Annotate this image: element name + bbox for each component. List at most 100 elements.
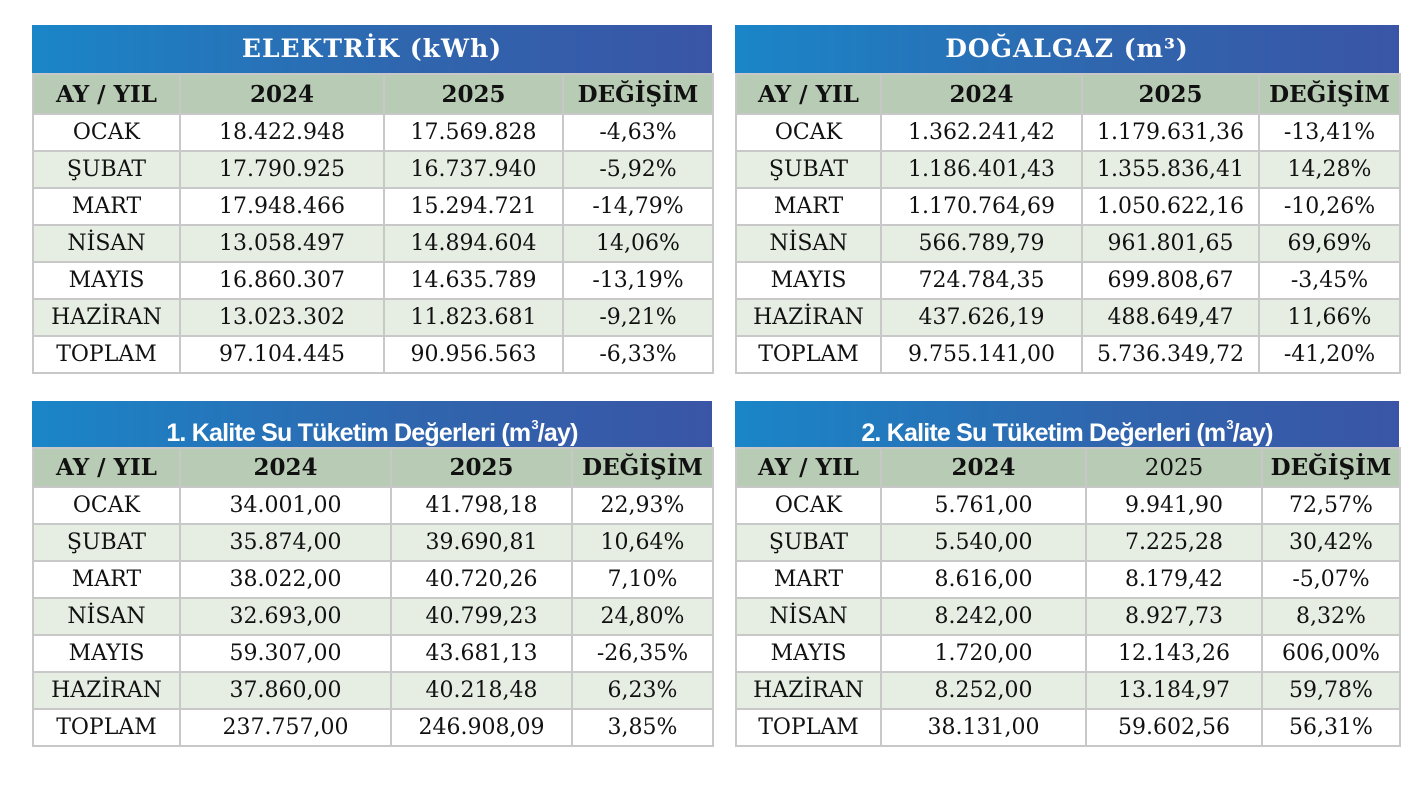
cell-2025: 1.179.631,36 xyxy=(1081,113,1260,152)
table-header-row: AY / YIL 2024 2025 DEĞİŞİM xyxy=(735,73,1401,115)
table-body: OCAK 18.422.948 17.569.828 -4,63% ŞUBAT 17.79… xyxy=(32,113,714,374)
cell-2024: 13.058.497 xyxy=(179,224,385,263)
cell-2024: 5.540,00 xyxy=(880,523,1087,562)
cell-2025: 1.355.836,41 xyxy=(1081,150,1260,189)
cell-month: MART xyxy=(32,187,181,226)
cell-2025: 43.681,13 xyxy=(390,634,573,673)
cell-change: -14,79% xyxy=(562,187,714,226)
table-row: TOPLAM 38.131,00 59.602,56 56,31% xyxy=(735,708,1401,747)
header-month-year: AY / YIL xyxy=(32,73,181,115)
table-row: NİSAN 13.058.497 14.894.604 14,06% xyxy=(32,224,714,263)
cell-2024: 16.860.307 xyxy=(179,261,385,300)
cell-month: ŞUBAT xyxy=(735,150,882,189)
cell-2025: 59.602,56 xyxy=(1085,708,1263,747)
table-row: MART 38.022,00 40.720,26 7,10% xyxy=(32,560,714,599)
cell-2024: 59.307,00 xyxy=(179,634,392,673)
table-body: OCAK 34.001,00 41.798,18 22,93% ŞUBAT 35.874,… xyxy=(32,486,714,747)
table-row: MAYIS 1.720,00 12.143,26 606,00% xyxy=(735,634,1401,673)
table-row: MART 17.948.466 15.294.721 -14,79% xyxy=(32,187,714,226)
natural-gas-table-title: DOĞALGAZ (m³) xyxy=(735,25,1399,73)
header-change: DEĞİŞİM xyxy=(562,73,714,115)
cell-2024: 34.001,00 xyxy=(179,486,392,525)
cell-change: 7,10% xyxy=(571,560,714,599)
table-body: OCAK 1.362.241,42 1.179.631,36 -13,41% ŞUBAT… xyxy=(735,113,1401,374)
cell-2025: 13.184,97 xyxy=(1085,671,1263,710)
cell-change: 11,66% xyxy=(1258,298,1401,337)
header-2025: 2025 xyxy=(390,447,573,488)
header-2024: 2024 xyxy=(880,447,1087,488)
table-row: TOPLAM 97.104.445 90.956.563 -6,33% xyxy=(32,335,714,374)
cell-2024: 17.948.466 xyxy=(179,187,385,226)
cell-month: HAZİRAN xyxy=(735,298,882,337)
cell-2024: 8.252,00 xyxy=(880,671,1087,710)
cell-change: 69,69% xyxy=(1258,224,1401,263)
cell-change: -13,41% xyxy=(1258,113,1401,152)
cell-month: HAZİRAN xyxy=(32,298,181,337)
cell-2024: 37.860,00 xyxy=(179,671,392,710)
cell-2025: 40.720,26 xyxy=(390,560,573,599)
cell-2025: 40.799,23 xyxy=(390,597,573,636)
cell-change: 606,00% xyxy=(1261,634,1401,673)
cell-month: NİSAN xyxy=(735,224,882,263)
water-quality-1-table-panel: 1. Kalite Su Tüketim Değerleri (m3/ay) A… xyxy=(32,401,714,747)
table-row: HAZİRAN 8.252,00 13.184,97 59,78% xyxy=(735,671,1401,710)
cell-2024: 8.242,00 xyxy=(880,597,1087,636)
cell-2025: 14.635.789 xyxy=(383,261,564,300)
cell-2024: 1.170.764,69 xyxy=(880,187,1083,226)
cell-change: -41,20% xyxy=(1258,335,1401,374)
cell-month: TOPLAM xyxy=(32,708,181,747)
cell-2024: 9.755.141,00 xyxy=(880,335,1083,374)
cell-2025: 9.941,90 xyxy=(1085,486,1263,525)
water-quality-1-table: AY / YIL 2024 2025 DEĞİŞİM OCAK 34.001,00… xyxy=(32,447,714,747)
cell-month: MAYIS xyxy=(32,261,181,300)
cell-month: MAYIS xyxy=(32,634,181,673)
cell-2025: 8.179,42 xyxy=(1085,560,1263,599)
header-2025: 2025 xyxy=(383,73,564,115)
header-change: DEĞİŞİM xyxy=(571,447,714,488)
header-2024: 2024 xyxy=(880,73,1083,115)
table-row: TOPLAM 237.757,00 246.908,09 3,85% xyxy=(32,708,714,747)
table-row: MAYIS 59.307,00 43.681,13 -26,35% xyxy=(32,634,714,673)
cell-2024: 17.790.925 xyxy=(179,150,385,189)
cell-change: 56,31% xyxy=(1261,708,1401,747)
cell-month: MART xyxy=(735,560,882,599)
cell-2025: 1.050.622,16 xyxy=(1081,187,1260,226)
water-quality-1-table-title: 1. Kalite Su Tüketim Değerleri (m3/ay) xyxy=(32,401,712,447)
header-2024: 2024 xyxy=(179,73,385,115)
cell-change: -13,19% xyxy=(562,261,714,300)
table-row: MAYIS 724.784,35 699.808,67 -3,45% xyxy=(735,261,1401,300)
table-row: ŞUBAT 1.186.401,43 1.355.836,41 14,28% xyxy=(735,150,1401,189)
cell-month: HAZİRAN xyxy=(735,671,882,710)
table-row: ŞUBAT 35.874,00 39.690,81 10,64% xyxy=(32,523,714,562)
cell-change: 14,06% xyxy=(562,224,714,263)
cell-2024: 8.616,00 xyxy=(880,560,1087,599)
cell-2024: 38.131,00 xyxy=(880,708,1087,747)
cell-change: 30,42% xyxy=(1261,523,1401,562)
water-quality-2-table: AY / YIL 2024 2025 DEĞİŞİM OCAK 5.761,00 9… xyxy=(735,447,1401,747)
water-quality-2-table-panel: 2. Kalite Su Tüketim Değerleri (m3/ay) A… xyxy=(735,401,1401,747)
cell-change: 22,93% xyxy=(571,486,714,525)
cell-change: 10,64% xyxy=(571,523,714,562)
cell-change: 6,23% xyxy=(571,671,714,710)
cell-2025: 14.894.604 xyxy=(383,224,564,263)
electricity-table-panel: ELEKTRİK (kWh) AY / YIL 2024 2025 DEĞİŞİ… xyxy=(32,25,714,374)
cell-change: -4,63% xyxy=(562,113,714,152)
table-row: OCAK 1.362.241,42 1.179.631,36 -13,41% xyxy=(735,113,1401,152)
cell-2025: 90.956.563 xyxy=(383,335,564,374)
cell-month: HAZİRAN xyxy=(32,671,181,710)
table-row: NİSAN 8.242,00 8.927,73 8,32% xyxy=(735,597,1401,636)
table-row: ŞUBAT 5.540,00 7.225,28 30,42% xyxy=(735,523,1401,562)
cell-change: 3,85% xyxy=(571,708,714,747)
cell-2024: 1.362.241,42 xyxy=(880,113,1083,152)
cell-change: -9,21% xyxy=(562,298,714,337)
cell-month: NİSAN xyxy=(735,597,882,636)
table-header-row: AY / YIL 2024 2025 DEĞİŞİM xyxy=(32,73,714,115)
cell-2024: 1.720,00 xyxy=(880,634,1087,673)
natural-gas-table: AY / YIL 2024 2025 DEĞİŞİM OCAK 1.362.241… xyxy=(735,73,1401,374)
electricity-table-title: ELEKTRİK (kWh) xyxy=(32,25,712,73)
table-row: HAZİRAN 13.023.302 11.823.681 -9,21% xyxy=(32,298,714,337)
cell-month: OCAK xyxy=(735,113,882,152)
cell-2024: 566.789,79 xyxy=(880,224,1083,263)
table-body: OCAK 5.761,00 9.941,90 72,57% ŞUBAT 5.540,00 7… xyxy=(735,486,1401,747)
table-row: MART 8.616,00 8.179,42 -5,07% xyxy=(735,560,1401,599)
